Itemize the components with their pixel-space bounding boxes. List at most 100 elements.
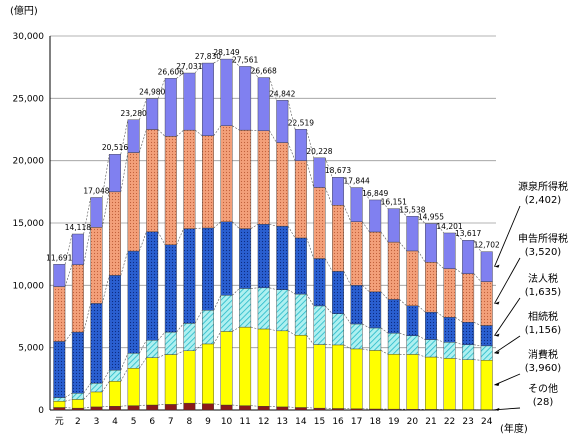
- total-label: 27,561: [232, 55, 258, 64]
- legend-series-value: (1,635): [525, 287, 562, 298]
- bar-segment: [71, 407, 84, 411]
- bar-segment: [239, 326, 252, 406]
- connector-line: [455, 317, 463, 323]
- connector-line: [250, 405, 258, 407]
- legend-arrowhead: [494, 333, 500, 337]
- bar-segment: [276, 100, 289, 143]
- legend-series-name: 源泉所得税: [518, 180, 568, 193]
- connector-line: [455, 358, 463, 360]
- bar-segment: [424, 262, 437, 313]
- total-label: 16,849: [362, 189, 388, 198]
- connector-line: [83, 303, 91, 333]
- connector-line: [399, 299, 407, 307]
- bar-segment: [257, 77, 270, 131]
- bar-segment: [146, 98, 159, 130]
- x-tick-label: 14: [295, 417, 307, 427]
- bar-segment: [462, 322, 475, 345]
- connector-line: [436, 262, 444, 269]
- total-label: 26,668: [251, 67, 277, 76]
- connector-line: [64, 392, 73, 398]
- bar-segment: [332, 271, 345, 314]
- bar-segment: [480, 325, 493, 347]
- connector-line: [362, 323, 370, 329]
- connector-line: [436, 356, 444, 359]
- y-tick-label: 25,000: [13, 94, 45, 104]
- connector-line: [269, 130, 277, 143]
- bar-segment: [53, 264, 66, 287]
- connector-line: [250, 66, 259, 78]
- connector-line: [436, 311, 444, 318]
- total-label: 18,673: [325, 166, 351, 175]
- bar-segment: [443, 232, 456, 269]
- bar-segment: [53, 397, 66, 402]
- connector-line: [380, 291, 389, 300]
- bar-segment: [164, 331, 177, 355]
- x-tick-label: 24: [481, 417, 493, 427]
- bar-segment: [71, 331, 84, 394]
- connector-line: [232, 221, 240, 229]
- connector-line: [269, 328, 277, 332]
- connector-line: [343, 313, 352, 325]
- x-tick-label: 13: [277, 417, 288, 427]
- bar-segment: [164, 404, 177, 411]
- x-tick-label: 11: [239, 417, 250, 427]
- total-label: 17,048: [83, 186, 109, 195]
- gridlines: [50, 35, 496, 411]
- total-label: 20,516: [102, 143, 128, 152]
- y-tick-label: 0: [38, 406, 44, 416]
- bar-segment: [369, 291, 382, 329]
- bar-segment: [71, 264, 84, 333]
- connector-line: [399, 332, 407, 336]
- bar-segment: [332, 408, 345, 411]
- bar-segment: [369, 327, 382, 351]
- total-label: 20,228: [306, 147, 332, 156]
- bar-segment: [220, 58, 233, 126]
- bar-segment: [257, 328, 270, 407]
- bar-segment: [90, 197, 103, 228]
- connector-line: [269, 223, 277, 227]
- bar-segment: [90, 406, 103, 411]
- bar-segment: [350, 187, 363, 222]
- x-tick-label: 22: [444, 417, 455, 427]
- connector-line: [157, 129, 166, 137]
- bar-segment: [257, 224, 270, 289]
- connector-line: [120, 250, 129, 276]
- connector-line: [83, 406, 91, 409]
- bar-segment: [294, 293, 307, 336]
- connector-line: [102, 405, 110, 408]
- bar-segment: [480, 345, 493, 361]
- legend-arrow: [494, 257, 521, 304]
- legend-arrowhead: [494, 351, 500, 355]
- connector-line: [83, 391, 91, 400]
- connector-line: [473, 273, 482, 282]
- connector-line: [287, 289, 296, 295]
- bar-segment: [443, 358, 456, 410]
- bar-segment: [127, 152, 140, 252]
- connector-line: [473, 344, 481, 347]
- bar-segment: [350, 348, 363, 409]
- bar-segment: [369, 350, 382, 410]
- bar-segment: [146, 231, 159, 341]
- connector-line: [324, 305, 333, 314]
- legend-arrow: [494, 373, 521, 386]
- bar-segment: [90, 303, 103, 384]
- connector-line: [362, 187, 370, 201]
- bar-segment: [90, 227, 103, 304]
- connector-line: [213, 403, 221, 406]
- x-tick-label: 17: [351, 417, 362, 427]
- connector-line: [417, 335, 426, 340]
- bar-segment: [239, 228, 252, 289]
- connector-line: [418, 354, 426, 358]
- connector-line: [232, 326, 240, 332]
- bar-segment: [127, 368, 140, 406]
- bar-segment: [462, 273, 475, 323]
- total-labels: 11,691 14,118 17,048 20,516 23,280 24,980 26,6…: [46, 48, 500, 262]
- connector-line: [417, 250, 426, 263]
- connector-line: [306, 293, 314, 307]
- y-axis: 0 5,000 10,000 15,000 20,000 25,000 30,000: [13, 32, 496, 416]
- bar-segment: [71, 399, 84, 409]
- connector-line: [417, 216, 426, 224]
- bar-segment: [201, 227, 214, 311]
- connector-line: [157, 354, 166, 358]
